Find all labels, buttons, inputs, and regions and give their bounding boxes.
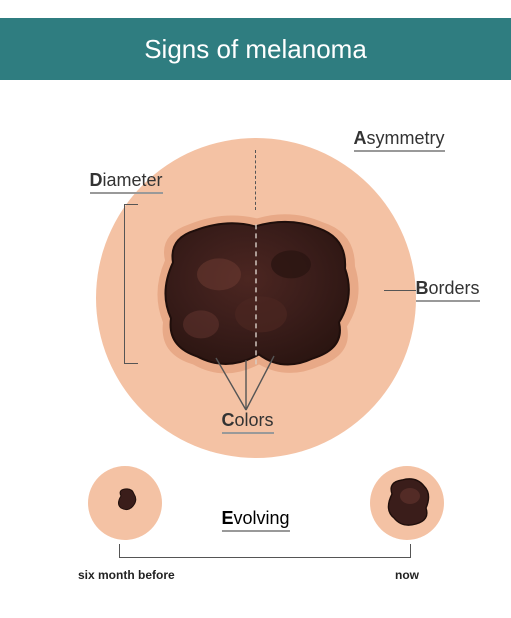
page-title: Signs of melanoma (144, 34, 367, 65)
header-band: Signs of melanoma (0, 18, 511, 80)
label-asymmetry: Asymmetry (354, 128, 445, 152)
lesion-color-patch (271, 250, 311, 278)
main-diagram: Asymmetry Diameter Borders Colors (96, 138, 416, 458)
label-diameter-rest: iameter (103, 170, 163, 190)
borders-leader (384, 290, 416, 291)
label-borders-rest: orders (429, 278, 480, 298)
label-borders: Borders (416, 278, 480, 302)
label-evolving-first: E (221, 508, 233, 528)
label-diameter: Diameter (90, 170, 163, 194)
label-colors: Colors (222, 410, 274, 434)
evolving-diagram: Evolving six month before now (0, 466, 511, 606)
label-asymmetry-rest: symmetry (367, 128, 445, 148)
lesion-color-patch (197, 258, 241, 290)
skin-circle-before (88, 466, 162, 540)
asymmetry-leader (255, 150, 256, 210)
skin-circle-now (370, 466, 444, 540)
label-evolving: Evolving (221, 508, 289, 532)
label-colors-rest: olors (235, 410, 274, 430)
lesion-body (165, 222, 348, 365)
melanoma-lesion (141, 204, 371, 384)
lesion-before (88, 466, 162, 540)
time-label-before: six month before (78, 568, 175, 582)
lesion-color-patch (183, 310, 219, 338)
evolving-bracket (119, 544, 411, 558)
label-asymmetry-first: A (354, 128, 367, 148)
label-colors-first: C (222, 410, 235, 430)
diameter-bracket (124, 204, 138, 364)
time-label-now: now (395, 568, 419, 582)
label-diameter-first: D (90, 170, 103, 190)
label-evolving-rest: volving (233, 508, 289, 528)
label-borders-first: B (416, 278, 429, 298)
lesion-color-patch (235, 296, 287, 332)
lesion-now (370, 466, 444, 540)
